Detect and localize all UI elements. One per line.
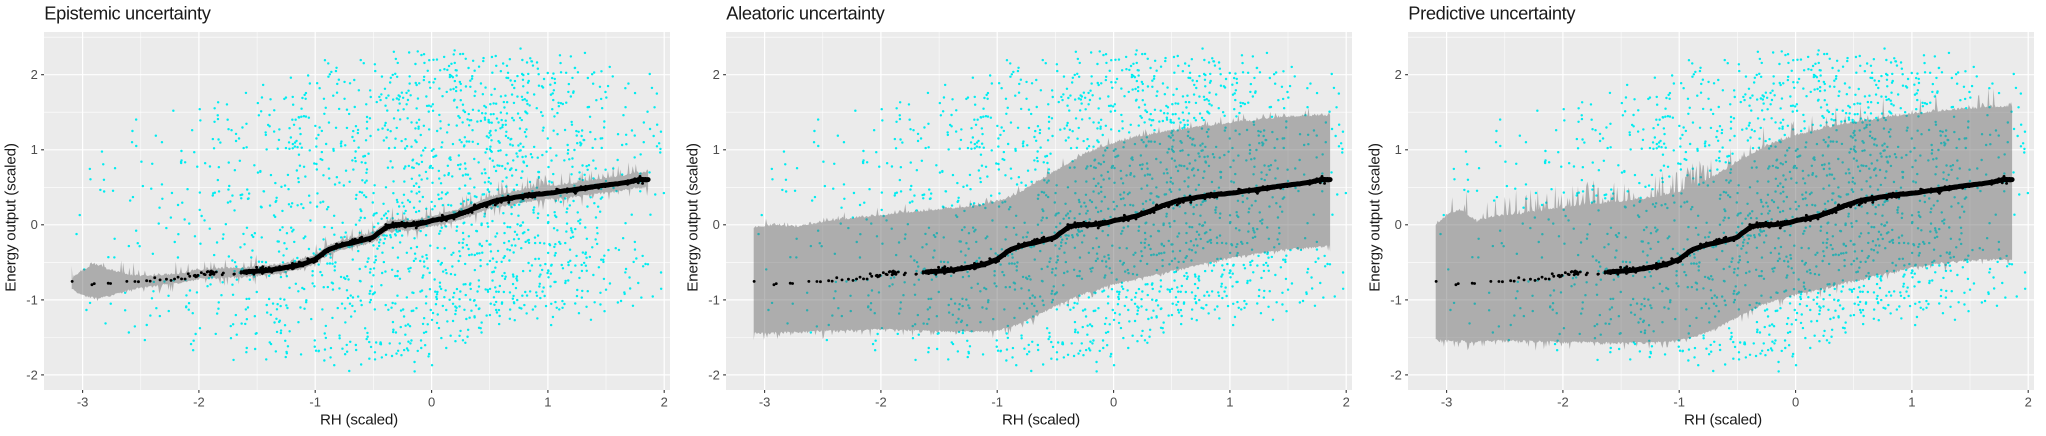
- svg-text:Predictive uncertainty: Predictive uncertainty: [1408, 3, 1576, 24]
- svg-text:RH (scaled): RH (scaled): [320, 412, 398, 429]
- svg-text:Aleatoric uncertainty: Aleatoric uncertainty: [726, 3, 885, 24]
- svg-text:-2: -2: [1390, 367, 1402, 382]
- svg-text:-1: -1: [26, 292, 38, 307]
- svg-text:-1: -1: [1390, 292, 1402, 307]
- svg-text:-3: -3: [77, 394, 89, 409]
- svg-text:0: 0: [1110, 394, 1117, 409]
- svg-text:-1: -1: [708, 292, 720, 307]
- svg-text:RH (scaled): RH (scaled): [1684, 412, 1762, 429]
- svg-text:0: 0: [1792, 394, 1799, 409]
- svg-text:1: 1: [1226, 394, 1233, 409]
- svg-text:-2: -2: [708, 367, 720, 382]
- svg-text:Energy output (scaled): Energy output (scaled): [3, 143, 20, 292]
- svg-text:0: 0: [1395, 217, 1402, 232]
- svg-text:1: 1: [31, 142, 38, 157]
- svg-text:1: 1: [1908, 394, 1915, 409]
- svg-text:-2: -2: [193, 394, 205, 409]
- svg-text:Energy output (scaled): Energy output (scaled): [1367, 143, 1384, 292]
- svg-text:-2: -2: [26, 367, 38, 382]
- svg-text:Epistemic uncertainty: Epistemic uncertainty: [44, 3, 211, 24]
- svg-text:Energy output (scaled): Energy output (scaled): [685, 143, 702, 292]
- svg-text:0: 0: [31, 217, 38, 232]
- svg-text:-2: -2: [1557, 394, 1569, 409]
- svg-text:0: 0: [428, 394, 435, 409]
- svg-text:1: 1: [544, 394, 551, 409]
- svg-text:RH (scaled): RH (scaled): [1002, 412, 1080, 429]
- svg-text:-2: -2: [875, 394, 887, 409]
- svg-text:2: 2: [31, 67, 38, 82]
- svg-text:-3: -3: [759, 394, 771, 409]
- svg-text:-1: -1: [991, 394, 1003, 409]
- svg-text:2: 2: [713, 67, 720, 82]
- svg-text:2: 2: [2025, 394, 2032, 409]
- svg-text:2: 2: [661, 394, 668, 409]
- svg-text:1: 1: [713, 142, 720, 157]
- svg-text:2: 2: [1395, 67, 1402, 82]
- svg-text:2: 2: [1343, 394, 1350, 409]
- svg-text:-1: -1: [309, 394, 321, 409]
- svg-text:1: 1: [1395, 142, 1402, 157]
- svg-text:0: 0: [713, 217, 720, 232]
- svg-text:-1: -1: [1673, 394, 1685, 409]
- svg-text:-3: -3: [1441, 394, 1453, 409]
